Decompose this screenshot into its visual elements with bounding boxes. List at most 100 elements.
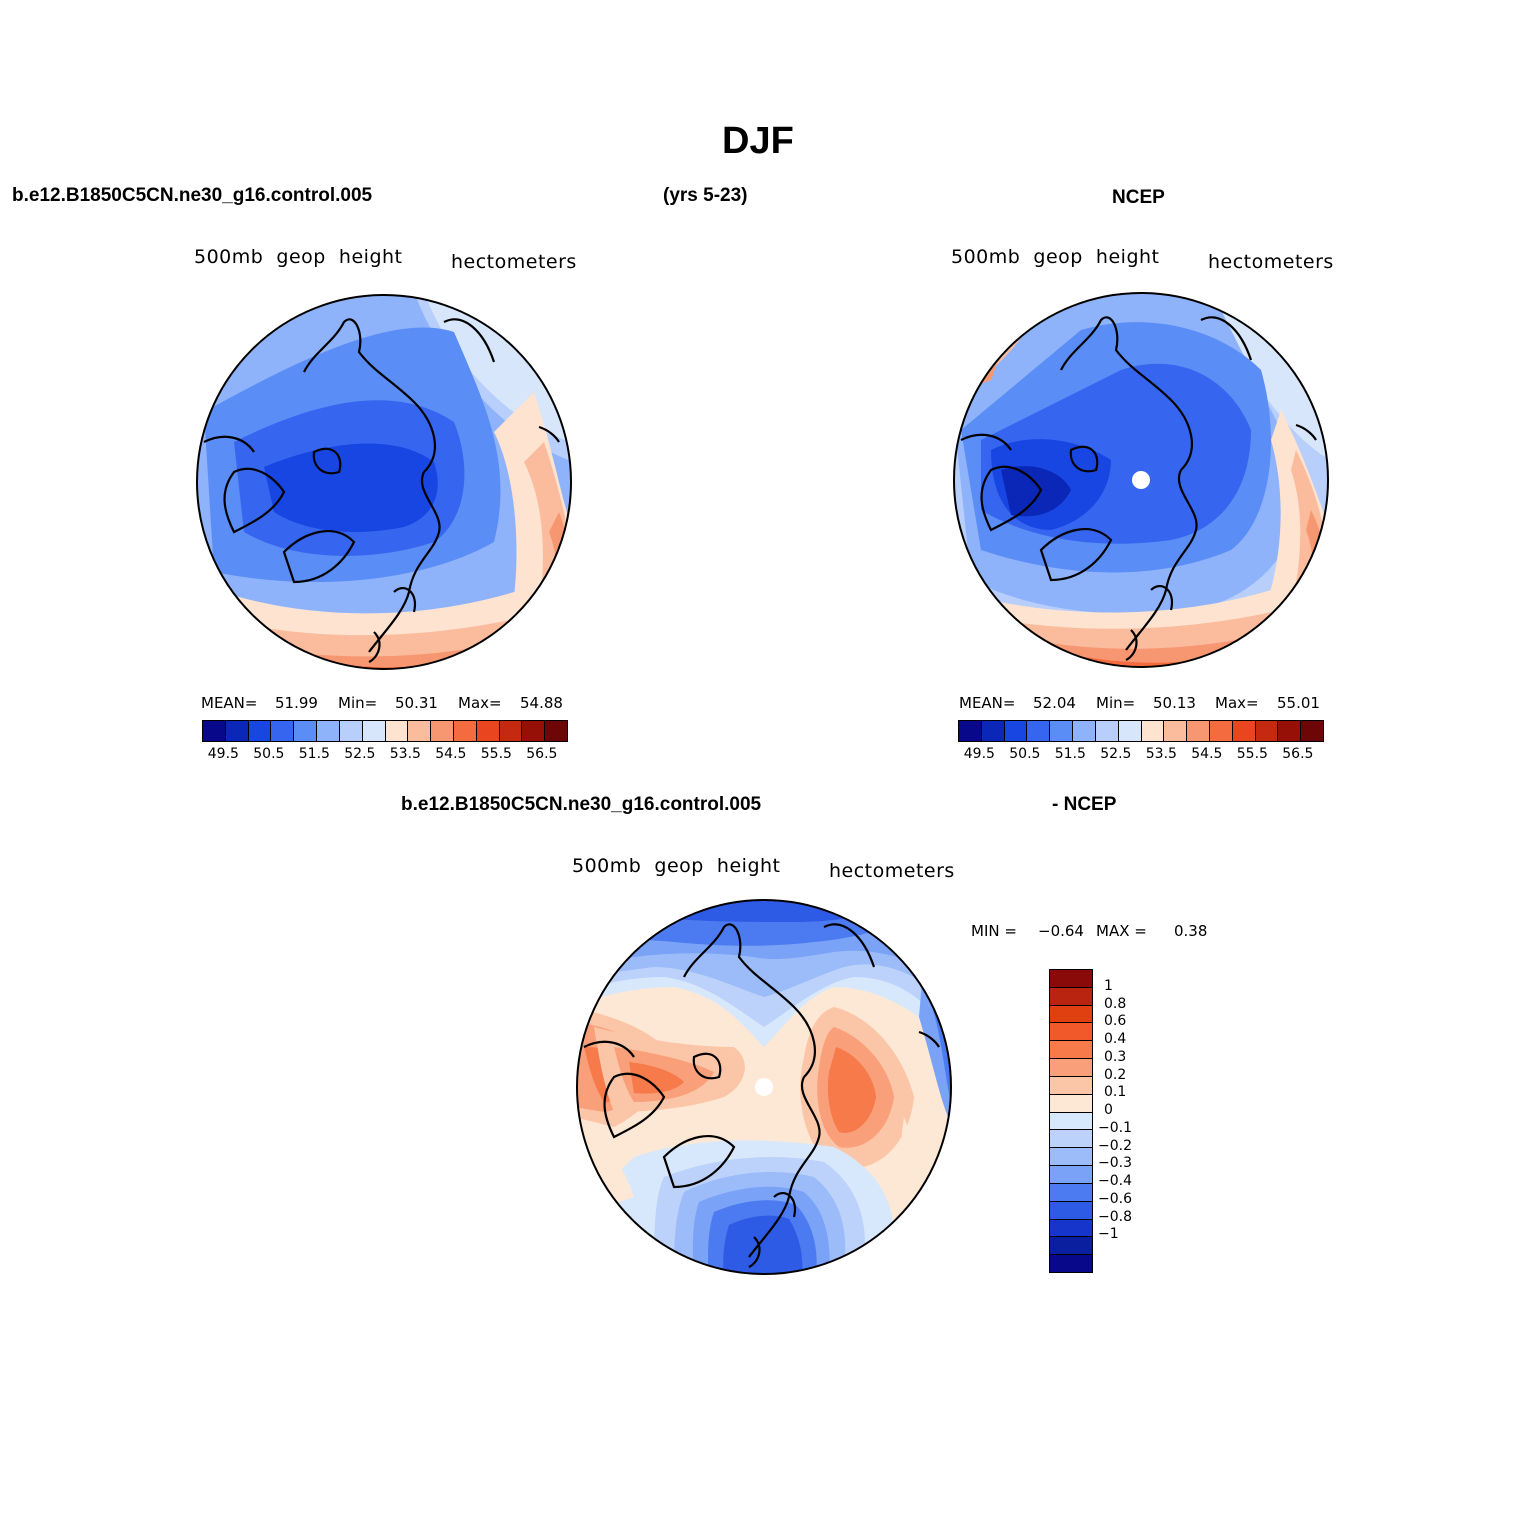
panel1-min-value: 50.31: [395, 694, 438, 712]
panel2-polar-map: [953, 292, 1329, 668]
years-label: (yrs 5-23): [663, 185, 748, 206]
diff-colorbar-swatch: [1050, 1255, 1092, 1273]
diff-min-value: −0.64: [1038, 922, 1084, 940]
diff-colorbar-swatch: [1050, 1076, 1092, 1095]
colorbar-swatch: [271, 721, 295, 741]
diff-colorbar-tick-label: −0.4: [1098, 1173, 1132, 1190]
colorbar-tick-label: 49.5: [963, 746, 995, 762]
obs-name: NCEP: [1112, 187, 1165, 208]
diff-colorbar: [1049, 969, 1093, 1273]
diff-colorbar-tick-label: −1: [1098, 1226, 1119, 1243]
diff-colorbar-swatch: [1050, 1166, 1092, 1184]
panel1-max-label: Max=: [458, 694, 502, 712]
panel2-colorbar: [958, 720, 1324, 742]
diff-colorbar-swatch: [1050, 1130, 1092, 1149]
colorbar-swatch: [248, 721, 272, 741]
diff-colorbar-tick-label: −0.8: [1098, 1208, 1132, 1225]
colorbar-tick-label: 50.5: [253, 746, 285, 762]
panel2-min-label: Min=: [1096, 694, 1136, 712]
diff-min-label: MIN =: [971, 922, 1017, 940]
diff-max-value: 0.38: [1174, 922, 1208, 940]
diff-colorbar-tick-label: 0.6: [1104, 1013, 1127, 1030]
colorbar-swatch: [362, 721, 386, 741]
colorbar-swatch: [1255, 721, 1279, 741]
colorbar-swatch: [1209, 721, 1233, 741]
colorbar-swatch: [545, 721, 567, 741]
colorbar-tick-label: 50.5: [1009, 746, 1041, 762]
diff-colorbar-swatch: [1050, 1237, 1092, 1256]
case-name: b.e12.B1850C5CN.ne30_g16.control.005: [12, 185, 373, 206]
colorbar-tick-label: 49.5: [207, 746, 239, 762]
colorbar-tick-label: 52.5: [344, 746, 376, 762]
diff-colorbar-tick-label: −0.6: [1098, 1190, 1132, 1207]
colorbar-tick-label: 56.5: [1282, 746, 1314, 762]
panel2-units: hectometers: [1208, 251, 1334, 273]
diff-colorbar-tick-label: 1: [1104, 977, 1113, 994]
colorbar-swatch: [431, 721, 454, 741]
colorbar-tick-label: 53.5: [1145, 746, 1177, 762]
colorbar-tick-label: 54.5: [435, 746, 467, 762]
diff-colorbar-tick-label: 0: [1104, 1102, 1113, 1119]
diff-colorbar-swatch: [1050, 1023, 1092, 1042]
diff-colorbar-tick-label: −0.1: [1098, 1119, 1132, 1136]
colorbar-swatch: [339, 721, 363, 741]
colorbar-tick-label: 51.5: [298, 746, 330, 762]
diff-colorbar-tick-label: −0.2: [1098, 1137, 1132, 1154]
panel1-max-value: 54.88: [520, 694, 563, 712]
colorbar-swatch: [476, 721, 500, 741]
colorbar-swatch: [499, 721, 523, 741]
colorbar-swatch: [385, 721, 409, 741]
colorbar-swatch: [1095, 721, 1119, 741]
diff-colorbar-swatch: [1050, 1094, 1092, 1113]
panel1-mean-label: MEAN=: [201, 694, 258, 712]
diff-colorbar-swatch: [1050, 1148, 1092, 1167]
diff-colorbar-swatch: [1050, 970, 1092, 988]
diff-colorbar-tick-label: 0.1: [1104, 1084, 1127, 1101]
colorbar-swatch: [1301, 721, 1323, 741]
colorbar-swatch: [1118, 721, 1142, 741]
colorbar-swatch: [408, 721, 432, 741]
diff-colorbar-swatch: [1050, 1005, 1092, 1024]
colorbar-swatch: [959, 721, 982, 741]
diff-max-label: MAX =: [1096, 922, 1147, 940]
diff-colorbar-swatch: [1050, 1112, 1092, 1131]
diff-colorbar-swatch: [1050, 1041, 1092, 1060]
panel1-units: hectometers: [451, 251, 577, 273]
colorbar-swatch: [225, 721, 249, 741]
diff-case-name: b.e12.B1850C5CN.ne30_g16.control.005: [401, 794, 762, 815]
diff-colorbar-tick-label: 0.8: [1104, 995, 1127, 1012]
diff-colorbar-swatch: [1050, 1183, 1092, 1202]
panel2-max-label: Max=: [1215, 694, 1259, 712]
diff-obs-name: - NCEP: [1052, 794, 1117, 815]
colorbar-swatch: [453, 721, 477, 741]
page-title: DJF: [722, 120, 794, 162]
colorbar-swatch: [1027, 721, 1051, 741]
panel2-variable: 500mb geop height: [951, 246, 1160, 268]
panel2-colorbar-labels: 49.5 50.5 51.5 52.5 53.5 54.5 55.5 56.5: [958, 746, 1324, 766]
colorbar-swatch: [1232, 721, 1256, 741]
diff-colorbar-tick-label: 0.4: [1104, 1031, 1127, 1048]
diff-colorbar-swatch: [1050, 1059, 1092, 1077]
colorbar-swatch: [1073, 721, 1096, 741]
panel1-colorbar: [202, 720, 568, 742]
colorbar-swatch: [1187, 721, 1210, 741]
panel1-variable: 500mb geop height: [194, 246, 403, 268]
diff-colorbar-tick-label: 0.2: [1104, 1066, 1127, 1083]
diff-colorbar-swatch: [1050, 1219, 1092, 1238]
diff-colorbar-swatch: [1050, 987, 1092, 1006]
diff-units: hectometers: [829, 860, 955, 882]
colorbar-swatch: [294, 721, 318, 741]
colorbar-swatch: [522, 721, 546, 741]
colorbar-tick-label: 55.5: [1236, 746, 1268, 762]
colorbar-swatch: [317, 721, 340, 741]
panel1-min-label: Min=: [338, 694, 378, 712]
colorbar-tick-label: 56.5: [526, 746, 558, 762]
panel1-colorbar-labels: 49.5 50.5 51.5 52.5 53.5 54.5 55.5 56.5: [202, 746, 568, 766]
diff-colorbar-tick-label: 0.3: [1104, 1048, 1127, 1065]
colorbar-swatch: [1050, 721, 1074, 741]
diff-variable: 500mb geop height: [572, 855, 781, 877]
colorbar-tick-label: 51.5: [1054, 746, 1086, 762]
diff-colorbar-labels: 1 0.8 0.6 0.4 0.3 0.2 0.1 0 −0.1 −0.2 −0.3 −0.4 −0.6…: [1098, 969, 1178, 1273]
panel2-max-value: 55.01: [1277, 694, 1320, 712]
panel1-polar-map: [196, 294, 572, 670]
